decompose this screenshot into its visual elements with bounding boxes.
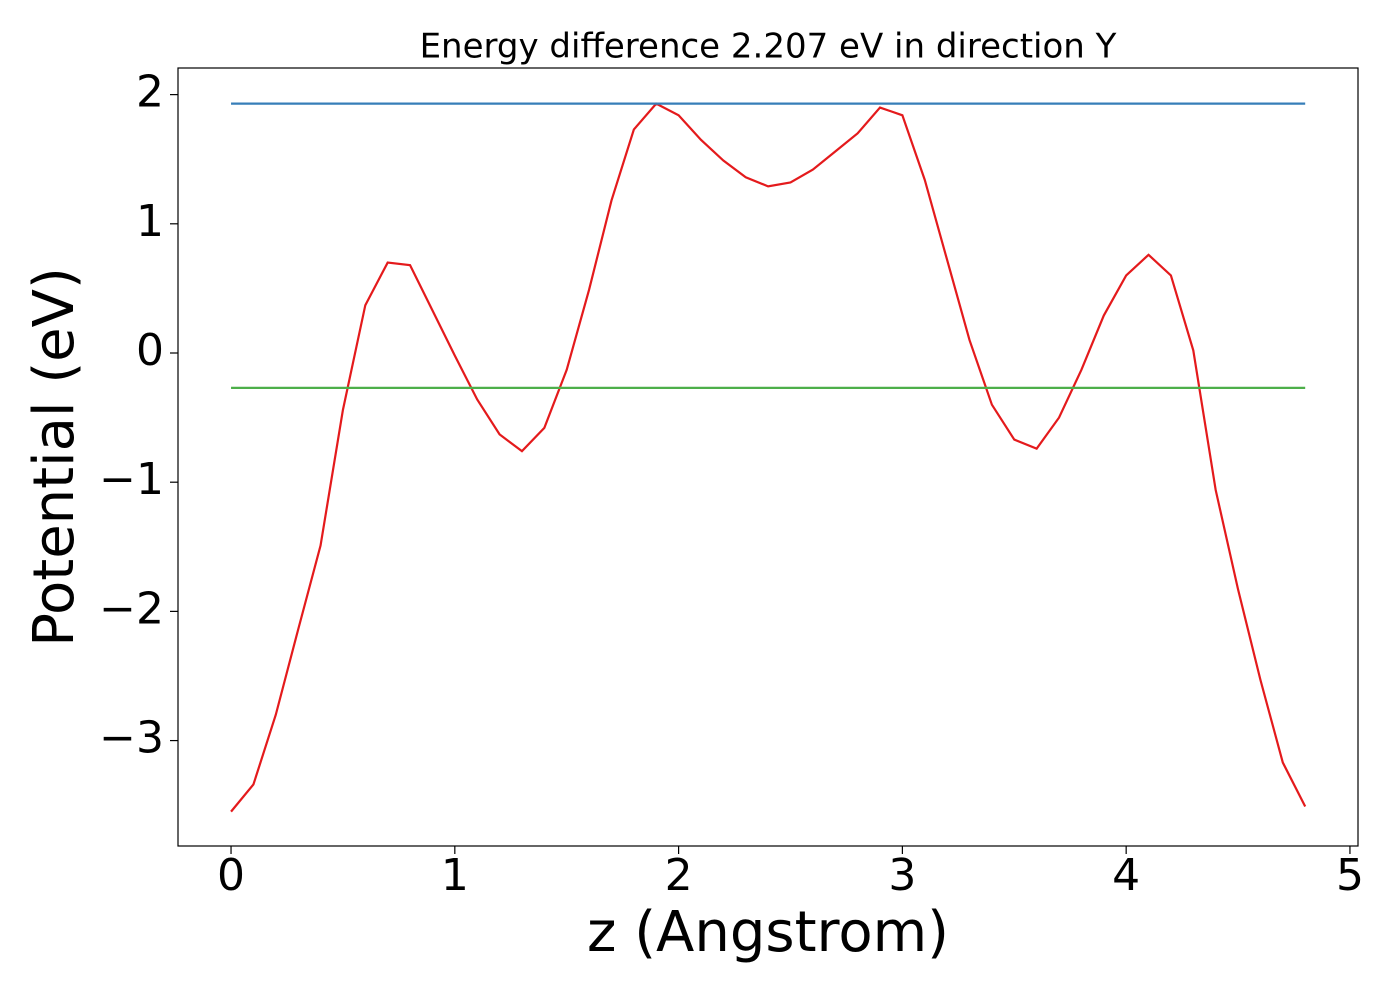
y-axis-label: Potential (eV) [22, 267, 87, 647]
x-tick-label: 1 [441, 850, 469, 901]
x-axis-label: z (Angstrom) [587, 900, 949, 965]
x-tick-label: 5 [1336, 850, 1364, 901]
x-tick-label: 4 [1112, 850, 1140, 901]
chart-title: Energy difference 2.207 eV in direction … [420, 27, 1117, 67]
x-tick-label: 2 [665, 850, 693, 901]
y-tick-label: 1 [136, 196, 164, 247]
y-tick-label: −2 [99, 583, 164, 634]
y-tick-label: −1 [99, 454, 164, 505]
plot-frame [177, 67, 1359, 847]
data-line [230, 102, 1307, 813]
y-tick-label: 2 [136, 67, 164, 118]
x-tick-label: 3 [888, 850, 916, 901]
y-tick-label: 0 [136, 325, 164, 376]
y-tick-label: −3 [99, 713, 164, 764]
x-tick-label: 0 [217, 850, 245, 901]
